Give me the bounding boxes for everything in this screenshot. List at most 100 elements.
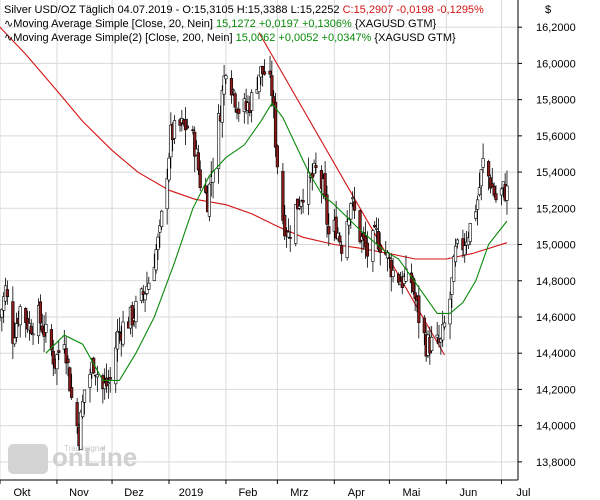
legend-line-3-change: 15,0062 +0,0052 +0,0347% bbox=[236, 32, 372, 44]
candle-up bbox=[479, 169, 483, 187]
candle-up bbox=[499, 188, 504, 196]
candle-up bbox=[286, 231, 290, 238]
candle-down bbox=[68, 367, 72, 392]
legend-line-1-change: C:15,2907 -0,0198 -0,1295% bbox=[343, 4, 484, 16]
candle-down bbox=[66, 358, 70, 364]
candle-up bbox=[62, 344, 66, 350]
candle-up bbox=[13, 337, 17, 345]
candle-down bbox=[461, 238, 465, 251]
candle-up bbox=[453, 245, 458, 263]
candle-up bbox=[81, 401, 85, 418]
candle-down bbox=[283, 214, 287, 237]
price-tick-label: 14,8000 bbox=[536, 276, 576, 288]
candle-up bbox=[158, 225, 162, 233]
candle-down bbox=[75, 402, 79, 427]
candle-down bbox=[417, 295, 421, 323]
legend-line-3-suffix: {XAGUSD GTM} bbox=[371, 32, 456, 44]
candle-up bbox=[441, 324, 445, 341]
candle-down bbox=[229, 78, 234, 96]
candle-up bbox=[231, 89, 235, 92]
ma200-path bbox=[0, 26, 508, 260]
candle-up bbox=[44, 323, 48, 333]
candle-down bbox=[70, 387, 74, 398]
watermark-brand: onLine bbox=[52, 442, 137, 472]
time-tick-label: Mrz bbox=[290, 487, 308, 499]
candle-down bbox=[488, 177, 493, 189]
candle-down bbox=[191, 129, 195, 132]
trendline-path bbox=[258, 32, 446, 356]
candle-down bbox=[494, 193, 498, 201]
time-tick-label: Apr bbox=[348, 487, 365, 499]
candle-down bbox=[340, 245, 344, 254]
legend-line-2-suffix: {XAGUSD GTM} bbox=[352, 18, 437, 30]
candle-up bbox=[474, 211, 478, 219]
candle-down bbox=[334, 216, 338, 239]
candle-up bbox=[312, 162, 316, 175]
candle-down bbox=[262, 71, 267, 75]
candle-up bbox=[450, 277, 454, 295]
candle-up bbox=[351, 197, 355, 200]
price-tick-label: 15,0000 bbox=[536, 240, 576, 252]
time-tick-label: Okt bbox=[13, 487, 30, 499]
price-tick-label: 14,4000 bbox=[536, 348, 576, 360]
candle-down bbox=[413, 292, 417, 299]
candle-down bbox=[268, 70, 272, 75]
candle-down bbox=[314, 165, 318, 168]
trendline bbox=[258, 32, 446, 356]
candle-up bbox=[250, 92, 254, 111]
candle-down bbox=[38, 301, 43, 324]
candle-down bbox=[29, 326, 33, 334]
watermark-logo-box bbox=[8, 444, 48, 474]
candle-down bbox=[492, 186, 496, 196]
candle-up bbox=[299, 200, 303, 207]
candle-up bbox=[345, 221, 349, 259]
candle-down bbox=[141, 291, 145, 296]
candle-down bbox=[233, 93, 237, 108]
candle-up bbox=[463, 245, 467, 256]
legend-line-2-change: 15,1272 +0,0197 +0,1306% bbox=[216, 18, 352, 30]
candle-down bbox=[422, 317, 426, 334]
candle-down bbox=[185, 125, 189, 129]
candle-down bbox=[198, 169, 202, 188]
candle-down bbox=[281, 171, 285, 221]
price-tick-label: 15,2000 bbox=[536, 203, 576, 215]
price-tick-label: 15,8000 bbox=[536, 95, 576, 107]
candle-down bbox=[389, 260, 393, 278]
candle-up bbox=[257, 74, 261, 92]
price-tick-label: 14,0000 bbox=[536, 421, 576, 433]
candle-down bbox=[352, 201, 357, 211]
price-tick-label: 15,6000 bbox=[536, 131, 576, 143]
watermark-sub: Tradesignal bbox=[64, 444, 106, 453]
watermark-logo: onLine Tradesignal bbox=[8, 442, 137, 474]
candle-down bbox=[301, 199, 305, 203]
legend-wave-icon: ∿ bbox=[4, 18, 13, 30]
candle-up bbox=[106, 382, 110, 385]
candle-up bbox=[145, 286, 149, 294]
candle-down bbox=[204, 185, 208, 193]
candle-down bbox=[327, 226, 331, 235]
candle-down bbox=[275, 145, 279, 168]
candles bbox=[0, 55, 509, 451]
candle-up bbox=[505, 185, 509, 201]
candle-down bbox=[196, 152, 200, 171]
candle-up bbox=[169, 124, 173, 158]
candle-down bbox=[57, 350, 61, 353]
candle-down bbox=[183, 119, 188, 131]
legend-line-1: Silver USD/OZ Täglich 04.07.2019 - O:15,… bbox=[4, 4, 484, 16]
candle-down bbox=[5, 289, 9, 298]
candle-up bbox=[160, 210, 164, 227]
legend: Silver USD/OZ Täglich 04.07.2019 - O:15,… bbox=[4, 4, 484, 44]
price-tick-label: 14,6000 bbox=[536, 312, 576, 324]
candle-down bbox=[411, 277, 415, 292]
candle-up bbox=[477, 187, 482, 195]
candle-up bbox=[468, 223, 472, 242]
candle-up bbox=[371, 230, 375, 262]
candle-down bbox=[24, 308, 28, 323]
legend-wave-icon: ∿ bbox=[4, 32, 13, 44]
candle-down bbox=[64, 348, 68, 364]
candle-up bbox=[14, 323, 19, 338]
candle-up bbox=[220, 89, 224, 123]
candle-up bbox=[115, 330, 120, 350]
candle-down bbox=[363, 236, 368, 248]
